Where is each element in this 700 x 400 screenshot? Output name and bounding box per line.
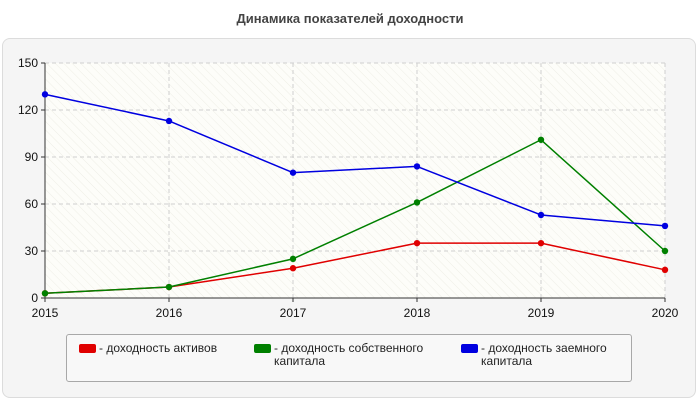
data-point-equity xyxy=(413,199,421,206)
data-point-debt xyxy=(413,163,421,170)
legend-item-debt: - доходность заемного капитала xyxy=(461,342,636,368)
y-tick-label: 90 xyxy=(25,150,39,164)
data-point-equity xyxy=(289,255,297,263)
data-point-assets xyxy=(537,239,545,247)
x-tick-label: 2018 xyxy=(404,306,431,320)
legend-swatch-equity xyxy=(254,344,271,353)
plot-background xyxy=(45,63,665,298)
y-tick-label: 150 xyxy=(18,56,38,70)
legend-item-assets: - доходность активов xyxy=(79,342,249,355)
data-point-debt xyxy=(661,222,669,230)
y-tick-label: 120 xyxy=(18,103,38,117)
legend-item-equity: - доходность собственного капитала xyxy=(254,342,449,368)
data-point-debt xyxy=(289,169,297,176)
x-tick-label: 2015 xyxy=(32,306,59,320)
data-point-debt xyxy=(41,91,49,98)
chart-title: Динамика показателей доходности xyxy=(236,11,464,26)
data-point-assets xyxy=(413,239,421,247)
x-tick-label: 2019 xyxy=(528,306,555,320)
data-point-equity xyxy=(41,290,49,297)
data-point-equity xyxy=(165,283,173,291)
chart-legend: - доходность активов - доходность собств… xyxy=(66,334,632,382)
legend-label-equity: - доходность собственного капитала xyxy=(274,341,424,368)
data-point-assets xyxy=(289,265,297,272)
series-line-equity xyxy=(44,139,666,295)
data-point-debt xyxy=(165,117,173,125)
data-point-equity xyxy=(661,247,669,255)
legend-label-debt: - доходность заемного капитала xyxy=(481,341,607,368)
y-tick-label: 0 xyxy=(31,291,38,305)
y-tick-label: 60 xyxy=(25,197,39,211)
data-point-assets xyxy=(661,266,669,273)
legend-swatch-debt xyxy=(461,344,478,353)
x-tick-label: 2020 xyxy=(652,306,679,320)
series-line-debt xyxy=(44,93,666,227)
x-tick-label: 2016 xyxy=(156,306,183,320)
data-point-equity xyxy=(537,136,545,143)
legend-label-assets: - доходность активов xyxy=(99,341,218,355)
legend-swatch-assets xyxy=(79,344,96,353)
data-point-debt xyxy=(537,211,545,219)
x-tick-label: 2017 xyxy=(280,306,307,320)
y-tick-label: 30 xyxy=(25,244,39,258)
